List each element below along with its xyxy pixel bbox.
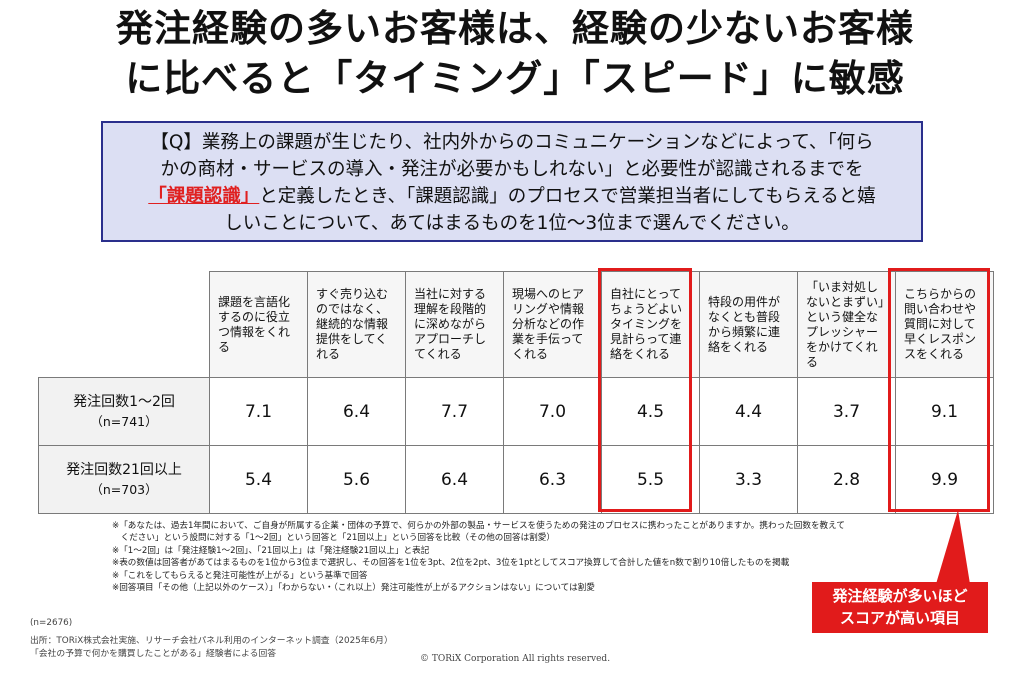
question-highlight: 「課題認識」 — [148, 186, 260, 207]
highlight-box-timing — [598, 268, 692, 512]
column-header: 「いま対処しないとまずい」という健全なプレッシャーをかけてくれる — [797, 271, 896, 378]
table-cell: 3.3 — [699, 445, 798, 514]
footnote: ※表の数値は回答者があてはまるものを1位から3位まで選択し、その回答を1位を3p… — [112, 558, 790, 569]
copyright: © TORiX Corporation All rights reserved. — [420, 654, 611, 664]
row-sample-size: （n=741） — [90, 413, 158, 429]
column-header: こちらからの問い合わせや質問に対して早くレスポンスをくれる — [895, 271, 994, 378]
footnote: ください」という設問に対する「1～2回」という回答と「21回以上」という回答を比… — [112, 533, 555, 544]
sample-total: (n=2676) — [30, 618, 73, 628]
title-line-2: に比べると「タイミング」「スピード」に敏感 — [125, 57, 905, 100]
column-header: 自社にとってちょうどよいタイミングを見計らって連絡をくれる — [601, 271, 700, 378]
score-table: 課題を言語化するのに役立つ情報をくれる すぐ売り込むのではなく、継続的な情報提供… — [38, 271, 994, 514]
question-box: 【Q】業務上の課題が生じたり、社内外からのコミュニケーションなどによって、「何ら… — [101, 121, 923, 242]
page-title: 発注経験の多いお客様は、経験の少ないお客様 に比べると「タイミング」「スピード」… — [30, 4, 1000, 104]
table-cell: 7.0 — [503, 377, 602, 446]
highlight-box-speed — [888, 268, 990, 512]
table-cell: 5.6 — [307, 445, 406, 514]
column-header: 課題を言語化するのに役立つ情報をくれる — [209, 271, 308, 378]
question-line-4: しいことについて、あてはまるものを1位～3位まで選んでください。 — [224, 213, 800, 234]
source-line-1: 出所：TORiX株式会社実施、リサーチ会社パネル利用のインターネット調査（202… — [30, 636, 393, 646]
table-corner — [38, 271, 210, 378]
source-line-2: 「会社の予算で何かを購買したことがある」経験者による回答 — [30, 649, 277, 659]
row-label: 発注回数1～2回 （n=741） — [38, 377, 210, 446]
table-cell: 9.9 — [895, 445, 994, 514]
footnotes: ※「あなたは、過去1年間において、ご自身が所属する企業・団体の予算で、何らかの外… — [112, 520, 892, 594]
table-cell: 2.8 — [797, 445, 896, 514]
row-sample-size: （n=703） — [90, 481, 158, 497]
table-header-row: 課題を言語化するのに役立つ情報をくれる すぐ売り込むのではなく、継続的な情報提供… — [38, 271, 994, 378]
column-header: すぐ売り込むのではなく、継続的な情報提供をしてくれる — [307, 271, 406, 378]
footnote: ※「1～2回」は「発注経験1～2回」、「21回以上」は「発注経験21回以上」と表… — [112, 545, 430, 556]
callout-line-1: 発注経験が多いほど — [832, 587, 968, 605]
question-line-3-rest: と定義したとき、「課題認識」のプロセスで営業担当者にしてもらえると嬉 — [259, 186, 876, 207]
table-cell: 4.5 — [601, 377, 700, 446]
question-line-2: かの商材・サービスの導入・発注が必要かもしれない」と必要性が認識されるまでを — [160, 159, 864, 180]
footnote: ※回答項目「その他（上記以外のケース）」「わからない・（これ以上）発注可能性が上… — [112, 583, 595, 594]
footnote: ※「これをしてもらえると発注可能性が上がる」という基準で回答 — [112, 570, 368, 581]
callout-pointer — [936, 510, 970, 584]
column-header: 現場へのヒアリングや情報分析などの作業を手伝ってくれる — [503, 271, 602, 378]
callout-box: 発注経験が多いほど スコアが高い項目 — [812, 582, 988, 633]
table-row: 発注回数1～2回 （n=741） 7.1 6.4 7.7 7.0 4.5 4.4… — [38, 377, 994, 446]
table-cell: 7.1 — [209, 377, 308, 446]
column-header: 特段の用件がなくとも普段から頻繁に連絡をくれる — [699, 271, 798, 378]
row-label-text: 発注回数21回以上 — [66, 461, 182, 478]
table-cell: 5.4 — [209, 445, 308, 514]
row-label-text: 発注回数1～2回 — [73, 393, 175, 410]
table-cell: 4.4 — [699, 377, 798, 446]
footnote: ※「あなたは、過去1年間において、ご自身が所属する企業・団体の予算で、何らかの外… — [112, 521, 845, 531]
table-cell: 6.4 — [307, 377, 406, 446]
table-cell: 6.3 — [503, 445, 602, 514]
column-header: 当社に対する理解を段階的に深めながらアプローチしてくれる — [405, 271, 504, 378]
table-cell: 9.1 — [895, 377, 994, 446]
title-line-1: 発注経験の多いお客様は、経験の少ないお客様 — [116, 7, 914, 50]
table-row: 発注回数21回以上 （n=703） 5.4 5.6 6.4 6.3 5.5 3.… — [38, 445, 994, 514]
row-label: 発注回数21回以上 （n=703） — [38, 445, 210, 514]
table-cell: 6.4 — [405, 445, 504, 514]
question-line-3: 「課題認識」と定義したとき、「課題認識」のプロセスで営業担当者にしてもらえると嬉 — [117, 183, 907, 210]
table-cell: 3.7 — [797, 377, 896, 446]
table-cell: 7.7 — [405, 377, 504, 446]
question-line-1: 【Q】業務上の課題が生じたり、社内外からのコミュニケーションなどによって、「何ら — [150, 132, 874, 153]
table-cell: 5.5 — [601, 445, 700, 514]
callout-line-2: スコアが高い項目 — [839, 609, 960, 627]
